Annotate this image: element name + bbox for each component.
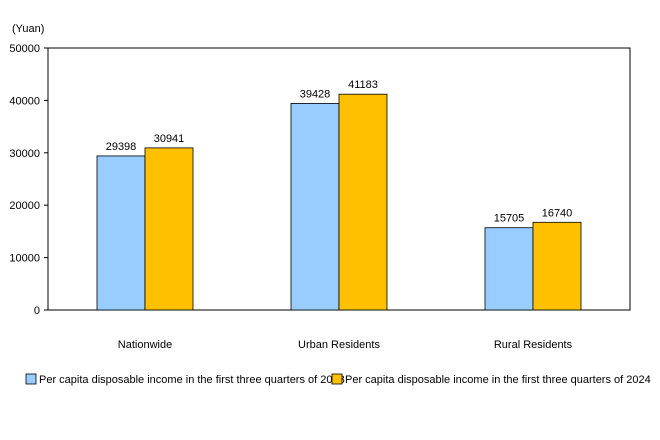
legend-swatch (331, 373, 343, 385)
bar-data-label: 29398 (106, 141, 137, 153)
y-axis: 0 10000 20000 30000 40000 50000 (9, 43, 48, 317)
y-tick-label: 30000 (9, 148, 40, 160)
bar-2023-0 (96, 155, 146, 311)
x-category-label: Nationwide (118, 339, 172, 351)
bar-data-label: 41183 (348, 79, 378, 91)
bar-data-label: 30941 (154, 133, 185, 145)
legend-label: Per capita disposable income in the firs… (345, 374, 651, 386)
bar-data-label: 39428 (300, 88, 331, 100)
bar-2023-1 (290, 102, 340, 311)
bar-2024-1 (338, 93, 388, 311)
bar-series-group: 29398 30941 39428 41183 15705 16740 (96, 79, 582, 311)
y-tick-label: 20000 (9, 200, 40, 212)
bar-2024-2 (532, 221, 582, 311)
y-tick-label: 10000 (9, 253, 40, 265)
x-category-label: Urban Residents (298, 339, 380, 351)
bar-2023-2 (484, 227, 534, 311)
y-tick-label: 0 (34, 305, 40, 317)
bar-2024-0 (144, 147, 194, 311)
bar-data-label: 15705 (494, 213, 525, 225)
x-category-label: Rural Residents (494, 339, 573, 351)
y-axis-unit-label: (Yuan) (12, 23, 44, 35)
y-tick-label: 50000 (9, 43, 40, 55)
y-tick-label: 40000 (9, 95, 40, 107)
legend: Per capita disposable income in the firs… (25, 373, 651, 386)
x-axis: Nationwide Urban Residents Rural Residents (118, 339, 573, 351)
legend-label: Per capita disposable income in the firs… (39, 374, 345, 386)
legend-swatch (25, 373, 37, 385)
bar-data-label: 16740 (542, 207, 573, 219)
